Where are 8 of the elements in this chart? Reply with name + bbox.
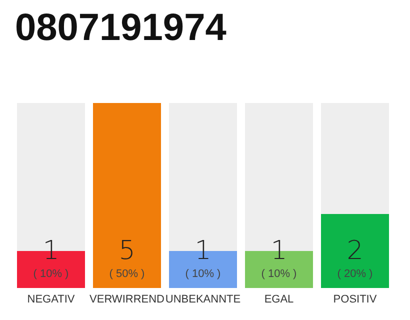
data-label: 2 ( 20% ) xyxy=(337,236,373,280)
x-tick-label: UNBEKANNTE xyxy=(165,294,241,306)
chart-title: 0807191974 xyxy=(15,7,226,49)
x-tick-label: VERWIRREND xyxy=(90,294,165,306)
x-tick-label: NEGATIV xyxy=(27,294,76,306)
data-label: 5 ( 50% ) xyxy=(109,236,145,280)
x-tick-label: EGAL xyxy=(264,294,294,306)
x-tick-label: POSITIV xyxy=(333,294,378,306)
